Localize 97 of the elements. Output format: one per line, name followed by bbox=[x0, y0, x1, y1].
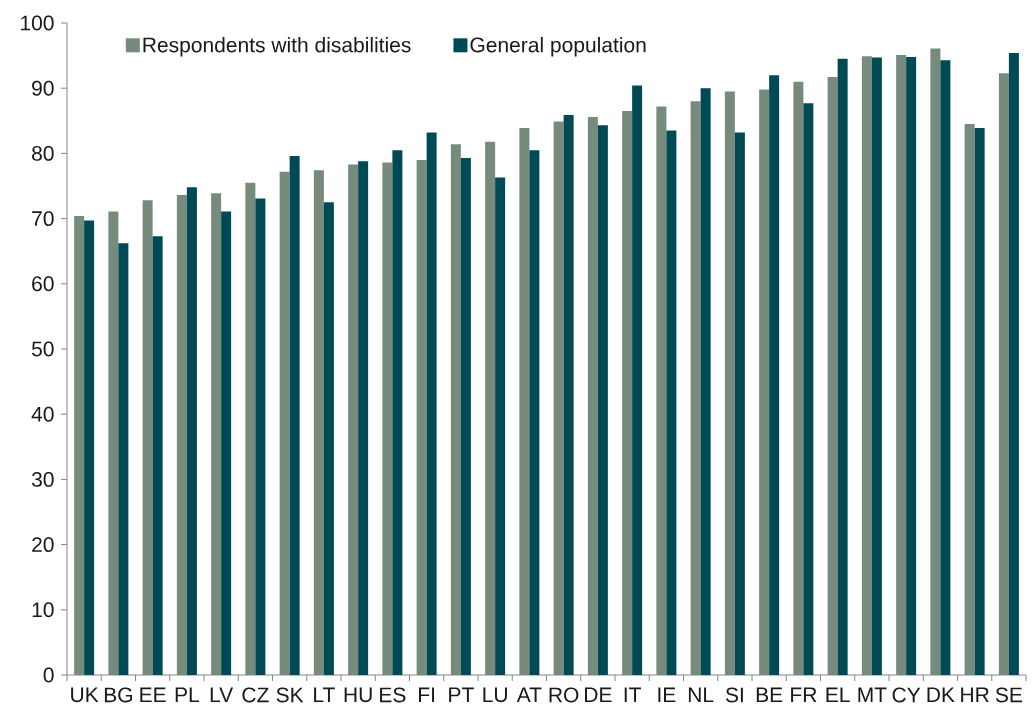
bar bbox=[759, 89, 770, 675]
x-tick-label: ES bbox=[380, 687, 406, 703]
bar bbox=[827, 77, 838, 675]
bar bbox=[666, 130, 677, 675]
bar bbox=[871, 57, 882, 675]
x-tick-label: EE bbox=[140, 687, 166, 702]
x-tick-label: FI bbox=[419, 687, 435, 702]
bar bbox=[450, 144, 461, 675]
x-tick-label: CY bbox=[892, 687, 921, 703]
bar bbox=[255, 198, 266, 675]
bar bbox=[142, 200, 153, 675]
y-tick-label: 30 bbox=[31, 471, 54, 487]
x-tick-label: BE bbox=[756, 687, 783, 702]
y-tick-label: 10 bbox=[32, 602, 54, 618]
bar bbox=[152, 236, 163, 675]
bar bbox=[358, 161, 369, 675]
bar bbox=[1008, 52, 1019, 675]
x-tick-label: PL bbox=[175, 687, 200, 702]
bar bbox=[724, 91, 735, 675]
bar bbox=[495, 177, 506, 675]
bar bbox=[793, 81, 804, 675]
bar bbox=[313, 170, 324, 675]
x-tick-label: NL bbox=[688, 687, 714, 702]
x-tick-label: MT bbox=[858, 687, 887, 702]
bar bbox=[211, 193, 222, 675]
x-tick-label: UK bbox=[71, 687, 99, 703]
legend-label: Respondents with disabilities bbox=[143, 36, 411, 57]
y-tick-label: 60 bbox=[32, 276, 54, 292]
bar bbox=[553, 121, 564, 675]
bar bbox=[348, 164, 359, 675]
bar bbox=[323, 202, 334, 675]
bar bbox=[108, 211, 119, 675]
bar bbox=[529, 150, 540, 675]
bar bbox=[632, 85, 643, 675]
legend-label: General population bbox=[470, 36, 646, 57]
bar bbox=[861, 56, 872, 675]
bar bbox=[460, 157, 471, 675]
x-tick-label: BG bbox=[104, 687, 132, 703]
bar bbox=[84, 220, 95, 675]
y-tick-label: 100 bbox=[21, 15, 54, 31]
bar bbox=[485, 141, 496, 675]
bar bbox=[906, 56, 917, 675]
y-tick-label: 50 bbox=[31, 341, 54, 357]
bar bbox=[279, 171, 290, 675]
x-tick-label: SK bbox=[276, 687, 304, 703]
x-tick-label: CZ bbox=[242, 687, 269, 703]
y-tick-label: 70 bbox=[32, 211, 54, 227]
x-tick-label: IE bbox=[658, 687, 676, 702]
bar bbox=[186, 187, 197, 675]
y-tick-label: 80 bbox=[32, 145, 54, 161]
bar bbox=[690, 101, 701, 675]
bar bbox=[245, 182, 256, 675]
bar bbox=[176, 195, 187, 675]
x-tick-label: EL bbox=[826, 687, 850, 702]
bar bbox=[597, 125, 608, 675]
bar bbox=[392, 150, 403, 675]
bar bbox=[930, 48, 941, 675]
x-tick-label: IT bbox=[624, 687, 641, 702]
y-tick-label: 90 bbox=[32, 80, 54, 96]
x-tick-label: SE bbox=[995, 687, 1022, 703]
bar bbox=[382, 162, 393, 675]
bar bbox=[118, 243, 129, 675]
x-tick-label: LT bbox=[314, 687, 335, 702]
bar bbox=[563, 114, 574, 675]
bar bbox=[803, 103, 814, 675]
bar bbox=[998, 73, 1009, 675]
bar bbox=[656, 106, 667, 675]
bar bbox=[622, 111, 633, 675]
bar bbox=[289, 156, 300, 675]
bar bbox=[769, 75, 780, 675]
bar bbox=[426, 132, 437, 675]
bar bbox=[700, 88, 711, 675]
x-tick-label: FR bbox=[791, 687, 817, 702]
y-tick-label: 20 bbox=[32, 537, 54, 553]
bar bbox=[587, 116, 598, 675]
bar bbox=[896, 54, 907, 675]
bar bbox=[519, 127, 530, 675]
x-tick-label: LV bbox=[210, 687, 234, 702]
bar bbox=[974, 127, 985, 675]
x-tick-label: LU bbox=[483, 687, 507, 703]
bar bbox=[74, 215, 85, 675]
y-tick-label: 0 bbox=[43, 667, 54, 683]
bar bbox=[837, 58, 848, 675]
bar bbox=[221, 211, 232, 675]
x-tick-label: SI bbox=[725, 687, 743, 703]
x-tick-label: DE bbox=[585, 687, 612, 702]
x-tick-label: HU bbox=[344, 687, 372, 703]
x-tick-label: HR bbox=[961, 687, 989, 702]
x-tick-label: PT bbox=[449, 687, 474, 702]
bar bbox=[964, 124, 975, 675]
x-tick-label: AT bbox=[516, 687, 542, 702]
x-tick-label: DK bbox=[927, 687, 955, 702]
bar bbox=[416, 159, 427, 675]
bar bbox=[940, 60, 951, 675]
bar bbox=[734, 132, 745, 675]
y-tick-label: 40 bbox=[31, 406, 54, 422]
x-tick-label: RO bbox=[549, 687, 579, 703]
